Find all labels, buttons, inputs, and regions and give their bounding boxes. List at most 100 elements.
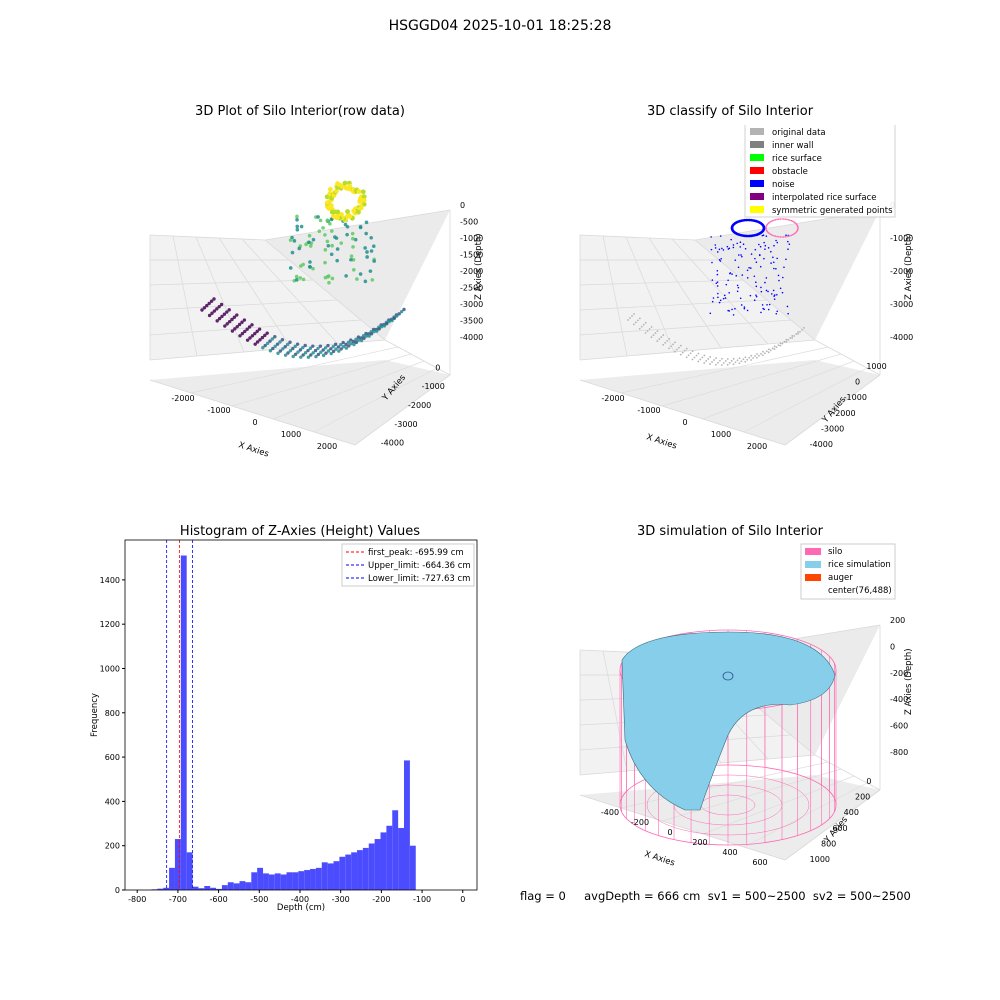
panel2-point <box>765 289 768 292</box>
panel2-point <box>654 332 657 335</box>
panel4-ztick: 200 <box>890 616 905 625</box>
panel2-point <box>785 338 788 341</box>
panel1-point <box>301 353 305 357</box>
panel1-point <box>360 189 366 195</box>
panel1-point <box>365 255 369 259</box>
panel2-point <box>736 290 739 293</box>
panel2-point <box>767 308 770 311</box>
panel1-point <box>268 339 272 343</box>
panel1-point <box>290 250 295 255</box>
panel1-point <box>219 302 224 307</box>
panel2-ztick: -2000 <box>890 267 913 276</box>
panel2-gridline <box>661 353 842 407</box>
panel1-point <box>301 277 306 282</box>
panel1-point <box>291 354 295 359</box>
panel2-point <box>718 248 721 251</box>
panel2-point <box>670 345 672 348</box>
panel2-point <box>781 276 784 279</box>
panel2-point <box>719 299 722 302</box>
panel1-point <box>344 342 348 347</box>
panel2-point <box>679 344 682 347</box>
panel4-legend-label: silo <box>828 547 842 557</box>
panel2-point <box>735 275 738 277</box>
panel1-point <box>257 327 262 331</box>
panel2-point <box>673 350 676 353</box>
panel1-point <box>230 317 234 322</box>
panel1-point <box>215 307 219 311</box>
status-footer: flag = 0 avgDepth = 666 cm sv1 = 500~250… <box>520 889 911 903</box>
histogram-bar <box>204 886 211 890</box>
panel1-point <box>367 334 371 338</box>
panel4-ztick: -800 <box>890 748 908 757</box>
panel2-point <box>759 265 762 268</box>
panel2-point <box>642 323 645 326</box>
panel1-point <box>361 194 367 200</box>
panel1-point <box>351 236 355 241</box>
panel2-point <box>789 337 792 339</box>
panel1-point <box>222 312 227 316</box>
panel2-legend-swatch <box>750 128 764 135</box>
panel2-point <box>732 357 735 360</box>
panel1-point <box>265 341 270 346</box>
histogram-bar <box>380 832 387 890</box>
panel1-point <box>324 351 328 355</box>
panel3-ylabel: Frequency <box>90 693 100 737</box>
panel1-point <box>261 346 265 350</box>
panel1-point <box>329 347 333 351</box>
panel2-point <box>759 245 762 248</box>
panel1-point <box>330 243 334 248</box>
panel1-point <box>291 346 295 351</box>
panel2-point <box>683 349 686 352</box>
panel4-ztick: 0 <box>890 642 895 651</box>
panel1-gridline <box>231 353 412 407</box>
histogram-xtick: 0 <box>460 895 465 904</box>
panel1-point <box>209 299 214 303</box>
panel2-ytick: -2000 <box>832 409 855 418</box>
panel2-point <box>679 353 682 356</box>
panel1-point <box>334 347 338 351</box>
panel2-point <box>716 281 719 283</box>
panel2-legend-label: interpolated rice surface <box>772 193 877 203</box>
panel1-point <box>307 233 312 238</box>
panel2-point <box>777 344 780 347</box>
panel2-point <box>786 305 789 308</box>
histogram-bar <box>333 861 340 890</box>
panel2-point <box>719 359 721 362</box>
panel2-point <box>748 266 750 269</box>
panel2-point <box>737 266 740 269</box>
panel1-point <box>250 334 255 338</box>
panel1-point <box>345 232 349 237</box>
panel1-point <box>342 180 348 186</box>
histogram-ytick: 0 <box>115 886 120 895</box>
panel1-point <box>303 343 307 348</box>
panel1-zlabel: Z Axies (Depth) <box>474 233 484 300</box>
panel2-gridline <box>620 346 829 394</box>
panel1-point <box>335 247 340 251</box>
panel2-3d-classify-scatter: -2000 -1000 0 1000 2000 1000 0 -1000 -2000 -3000 -… <box>579 125 914 452</box>
panel2-point <box>781 236 783 238</box>
panel2-point <box>783 266 785 269</box>
panel1-point <box>292 239 297 243</box>
panel1-point <box>237 322 242 327</box>
panel2-point <box>718 301 721 304</box>
panel2-point <box>719 235 722 237</box>
panel1-point <box>230 329 235 333</box>
panel1-gridline <box>241 238 339 345</box>
panel2-point <box>758 243 760 246</box>
panel2-title: 3D classify of Silo Interior <box>646 104 814 119</box>
histogram-bar <box>310 868 316 890</box>
panel2-point <box>770 250 772 253</box>
panel2-ytick: 1000 <box>866 362 886 371</box>
panel2-point <box>716 285 719 287</box>
panel1-ztick: -3500 <box>460 317 483 326</box>
panel2-point <box>779 344 782 347</box>
histogram-bar <box>263 873 269 890</box>
panel2-point <box>767 290 769 293</box>
panel2-point <box>743 306 746 308</box>
panel2-box-edge <box>694 239 816 341</box>
panel1-point <box>317 229 322 234</box>
panel2-point <box>717 292 719 295</box>
panel1-point <box>354 340 359 345</box>
panel1-point <box>294 278 299 282</box>
panel2-point <box>777 274 780 277</box>
